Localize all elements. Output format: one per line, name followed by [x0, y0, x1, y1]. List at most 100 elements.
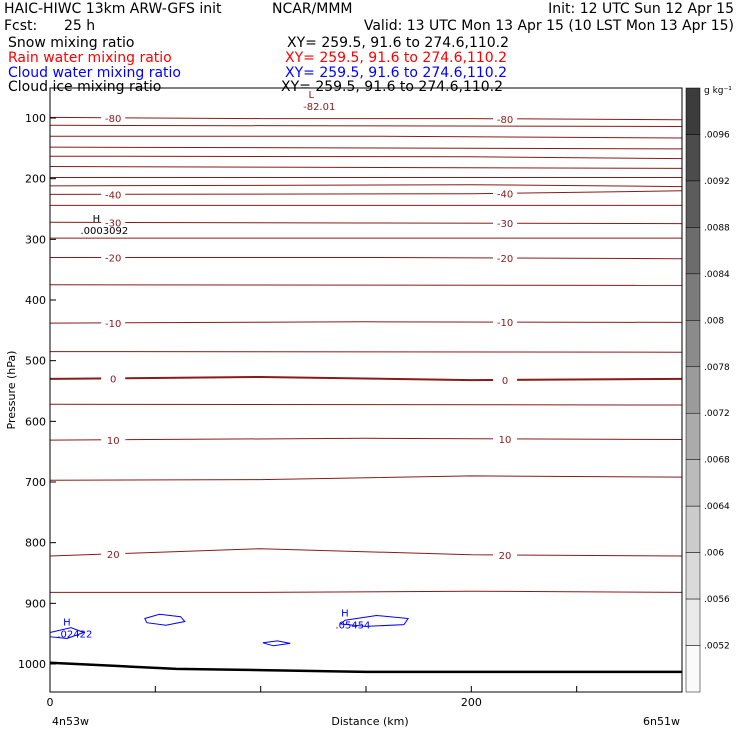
- y-tick-label: 300: [25, 233, 46, 246]
- colorbar-label: .0052: [704, 642, 730, 652]
- temperature-contour: [49, 321, 683, 324]
- y-axis: 100 200 300 400 500 600 700 800 900 1000: [18, 112, 56, 671]
- model-title: HAIC-HIWC 13km ARW-GFS init: [4, 1, 222, 17]
- colorbar-segment: [685, 87, 701, 135]
- forecast-hour: 25 h: [64, 18, 96, 34]
- contour-label: -20: [105, 254, 121, 265]
- temperature-contour: [49, 116, 683, 121]
- contour-label: -40: [105, 190, 121, 201]
- extremum-type: H: [63, 618, 71, 629]
- colorbar-label: .0078: [704, 363, 730, 373]
- colorbar-label: .0084: [704, 270, 730, 280]
- contour-label-bg: [493, 187, 518, 199]
- contour-label: 10: [499, 435, 512, 446]
- field-name-cloud-ice: Cloud ice mixing ratio: [8, 79, 162, 95]
- contour-label: -30: [497, 219, 513, 230]
- temperature-contour: [50, 257, 683, 260]
- temperature-contour: [49, 403, 683, 406]
- y-tick-label: 700: [25, 476, 46, 489]
- temperature-contour: [49, 124, 683, 127]
- contour-label-bg: [101, 251, 126, 263]
- temperature-contour: [50, 590, 683, 593]
- contour-label: 20: [107, 550, 120, 561]
- contour-label: -40: [497, 189, 513, 200]
- y-tick-label: 900: [25, 597, 46, 610]
- contour-label-bg: [101, 433, 126, 445]
- contour-label-bg: [493, 252, 518, 264]
- temperature-contour: [50, 135, 683, 139]
- temperature-contour: [49, 155, 683, 160]
- init-time: Init: 12 UTC Sun 12 Apr 15: [548, 1, 734, 17]
- center-label: NCAR/MMM: [272, 1, 353, 17]
- contour-label: -20: [497, 254, 513, 265]
- colorbar-segment: [685, 645, 701, 693]
- contour-label-bg: [493, 217, 518, 229]
- field-name-cloud-water: Cloud water mixing ratio: [8, 65, 181, 81]
- temperature-contour: [49, 221, 683, 225]
- field-xy-cloud-ice: XY= 259.5, 91.6 to 274.6,110.2: [281, 79, 504, 95]
- cloud-water-contour: [144, 613, 186, 626]
- terrain-surface: [49, 661, 682, 674]
- left-endpoint-label: 4n53w: [52, 715, 89, 728]
- contour-label-bg: [101, 188, 126, 200]
- forecast-label: Fcst:: [4, 18, 38, 34]
- colorbar-label: .0072: [704, 409, 730, 419]
- contour-label-bg: [493, 112, 518, 124]
- field-xy-snow: XY= 259.5, 91.6 to 274.6,110.2: [287, 35, 510, 51]
- x-tick-label: 200: [461, 696, 482, 709]
- y-tick-label: 200: [25, 173, 46, 186]
- temperature-contour: [49, 146, 683, 150]
- contour-label-bg: [101, 111, 126, 123]
- colorbar-unit: g kg⁻¹: [704, 86, 732, 96]
- terrain-line: [49, 661, 682, 674]
- temperature-contour: [49, 437, 683, 441]
- y-tick-label: 1000: [18, 658, 46, 671]
- y-tick-label: 800: [25, 537, 46, 550]
- contour-label: -80: [105, 114, 121, 125]
- contour-label-bg: [493, 432, 518, 444]
- contour-label: -10: [105, 319, 121, 330]
- colorbar-segment: [685, 505, 701, 553]
- colorbar-segment: [685, 273, 701, 321]
- x-axis-label: Distance (km): [331, 715, 408, 728]
- colorbar-segment: [685, 459, 701, 507]
- colorbar: .0096 .0092 .0088 .0084 .008 .0078 .0072 .0068.…: [685, 87, 730, 693]
- extremum-type: H: [341, 609, 349, 620]
- contour-label: 0: [502, 376, 508, 387]
- extremum-value: -82.01: [303, 102, 335, 113]
- extremum-type: H: [93, 214, 101, 225]
- temperature-contour: [49, 166, 683, 169]
- colorbar-segment: [685, 134, 701, 182]
- contour-label: 10: [107, 436, 120, 447]
- field-xy-cloud-water: XY= 259.5, 91.6 to 274.6,110.2: [285, 65, 508, 81]
- contour-label-bg: [493, 373, 518, 385]
- y-tick-label: 600: [25, 415, 46, 428]
- temperature-contour: [49, 375, 683, 382]
- cloud-water-contour: [262, 640, 291, 647]
- colorbar-segment: [685, 227, 701, 275]
- contour-label-bg: [101, 547, 126, 559]
- contour-label-bg: [101, 216, 126, 228]
- y-tick-label: 500: [25, 355, 46, 368]
- y-axis-label: Pressure (hPa): [5, 351, 18, 430]
- temperature-contour: [49, 184, 683, 188]
- plot-frame: [49, 87, 683, 693]
- extremum-value: .02422: [57, 630, 92, 641]
- extremum-value: .0003092: [80, 226, 128, 237]
- extremum-type: L: [308, 90, 314, 101]
- field-name-snow: Snow mixing ratio: [8, 35, 135, 51]
- valid-time: Valid: 13 UTC Mon 13 Apr 15 (10 LST Mon …: [363, 18, 734, 34]
- y-tick-label: 100: [25, 112, 46, 125]
- contour-label-bg: [493, 316, 518, 328]
- colorbar-segment: [685, 180, 701, 228]
- temperature-contours: -80 -80 -40 -40 -30 -30 -20 -20 -10 -10 0 0 10 10 20 20: [49, 111, 683, 593]
- x-tick-label: 0: [47, 696, 54, 709]
- contour-label: -80: [497, 115, 513, 126]
- y-tick-label: 400: [25, 294, 46, 307]
- contour-label: 0: [110, 374, 116, 385]
- cloud-water-contour: [339, 614, 409, 627]
- contour-label: -10: [497, 318, 513, 329]
- colorbar-label: .006: [704, 549, 724, 559]
- contour-label: 20: [499, 551, 512, 562]
